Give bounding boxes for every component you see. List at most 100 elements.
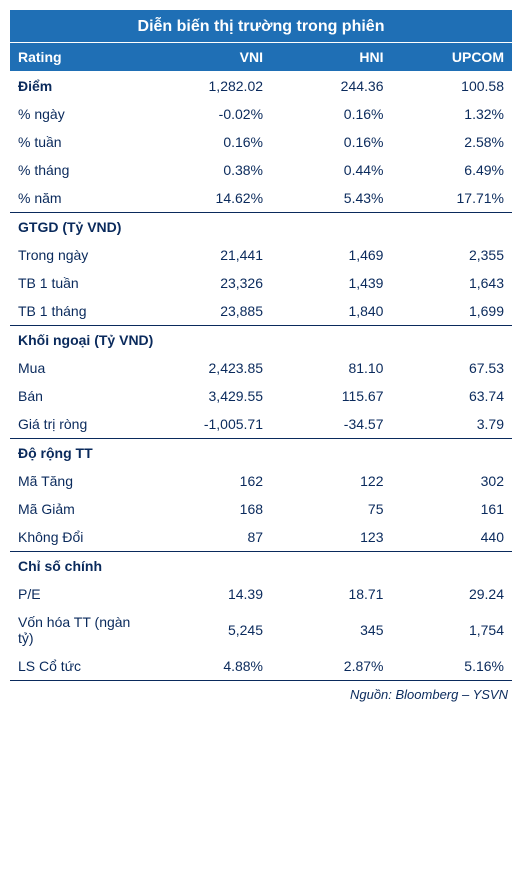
cell-value: 21,441	[151, 241, 271, 269]
cell-value: 122	[271, 467, 391, 495]
section-header-breadth: Độ rộng TT	[10, 439, 512, 468]
row-label: P/E	[10, 580, 151, 608]
cell-value: 2.58%	[391, 128, 512, 156]
table-row: Không Đổi 87 123 440	[10, 523, 512, 552]
table-row: TB 1 tuần 23,326 1,439 1,643	[10, 269, 512, 297]
cell-value: 345	[271, 608, 391, 652]
cell-value: 6.49%	[391, 156, 512, 184]
cell-value: 14.62%	[151, 184, 271, 213]
market-performance-table: Diễn biến thị trường trong phiên Rating …	[10, 10, 512, 681]
table-row: Trong ngày 21,441 1,469 2,355	[10, 241, 512, 269]
header-rating: Rating	[10, 43, 151, 72]
cell-value: -0.02%	[151, 100, 271, 128]
cell-value: 29.24	[391, 580, 512, 608]
cell-value: 3.79	[391, 410, 512, 439]
cell-value: -34.57	[271, 410, 391, 439]
cell-value: 14.39	[151, 580, 271, 608]
section-title: GTGD (Tỷ VND)	[10, 213, 512, 242]
cell-value: 4.88%	[151, 652, 271, 681]
table-row: P/E 14.39 18.71 29.24	[10, 580, 512, 608]
cell-value: 23,326	[151, 269, 271, 297]
cell-value: 123	[271, 523, 391, 552]
cell-value: 1,699	[391, 297, 512, 326]
row-label: % năm	[10, 184, 151, 213]
cell-value: 3,429.55	[151, 382, 271, 410]
table-row: Giá trị ròng -1,005.71 -34.57 3.79	[10, 410, 512, 439]
cell-value: 2.87%	[271, 652, 391, 681]
cell-value: 168	[151, 495, 271, 523]
cell-value: 18.71	[271, 580, 391, 608]
cell-value: 100.58	[391, 72, 512, 101]
cell-value: 5.43%	[271, 184, 391, 213]
cell-value: 2,355	[391, 241, 512, 269]
row-label: LS Cổ tức	[10, 652, 151, 681]
cell-value: 0.16%	[271, 128, 391, 156]
table-row: Vốn hóa TT (ngàn tỷ) 5,245 345 1,754	[10, 608, 512, 652]
row-label: TB 1 tháng	[10, 297, 151, 326]
row-label: % tuần	[10, 128, 151, 156]
cell-value: 161	[391, 495, 512, 523]
row-label: Giá trị ròng	[10, 410, 151, 439]
cell-value: 1.32%	[391, 100, 512, 128]
source-text: Nguồn: Bloomberg – YSVN	[10, 681, 512, 702]
table-row: % ngày -0.02% 0.16% 1.32%	[10, 100, 512, 128]
cell-value: 63.74	[391, 382, 512, 410]
cell-value: 162	[151, 467, 271, 495]
cell-value: 115.67	[271, 382, 391, 410]
cell-value: 1,754	[391, 608, 512, 652]
table-row: % năm 14.62% 5.43% 17.71%	[10, 184, 512, 213]
row-label: TB 1 tuần	[10, 269, 151, 297]
table-row: Điểm 1,282.02 244.36 100.58	[10, 72, 512, 101]
table-row: % tháng 0.38% 0.44% 6.49%	[10, 156, 512, 184]
row-label: Không Đổi	[10, 523, 151, 552]
cell-value: 0.44%	[271, 156, 391, 184]
cell-value: 0.38%	[151, 156, 271, 184]
section-title: Khối ngoại (Tỷ VND)	[10, 326, 512, 355]
cell-value: 23,885	[151, 297, 271, 326]
cell-value: 0.16%	[151, 128, 271, 156]
table-row: LS Cổ tức 4.88% 2.87% 5.16%	[10, 652, 512, 681]
table-row: Mua 2,423.85 81.10 67.53	[10, 354, 512, 382]
cell-value: 1,840	[271, 297, 391, 326]
row-label: Điểm	[10, 72, 151, 101]
cell-value: 1,469	[271, 241, 391, 269]
cell-value: -1,005.71	[151, 410, 271, 439]
cell-value: 87	[151, 523, 271, 552]
header-vni: VNI	[151, 43, 271, 72]
cell-value: 0.16%	[271, 100, 391, 128]
section-header-gtgd: GTGD (Tỷ VND)	[10, 213, 512, 242]
table-row: Bán 3,429.55 115.67 63.74	[10, 382, 512, 410]
table-row: Mã Tăng 162 122 302	[10, 467, 512, 495]
row-label: Mua	[10, 354, 151, 382]
table-title: Diễn biến thị trường trong phiên	[10, 11, 512, 43]
cell-value: 440	[391, 523, 512, 552]
row-label: % ngày	[10, 100, 151, 128]
section-header-foreign: Khối ngoại (Tỷ VND)	[10, 326, 512, 355]
row-label: Mã Giảm	[10, 495, 151, 523]
section-title: Chỉ số chính	[10, 552, 512, 581]
cell-value: 1,439	[271, 269, 391, 297]
header-hni: HNI	[271, 43, 391, 72]
cell-value: 5.16%	[391, 652, 512, 681]
cell-value: 1,282.02	[151, 72, 271, 101]
table-row: TB 1 tháng 23,885 1,840 1,699	[10, 297, 512, 326]
section-header-key-index: Chỉ số chính	[10, 552, 512, 581]
cell-value: 5,245	[151, 608, 271, 652]
cell-value: 302	[391, 467, 512, 495]
cell-value: 75	[271, 495, 391, 523]
cell-value: 67.53	[391, 354, 512, 382]
header-upcom: UPCOM	[391, 43, 512, 72]
cell-value: 81.10	[271, 354, 391, 382]
row-label: Bán	[10, 382, 151, 410]
table-title-row: Diễn biến thị trường trong phiên	[10, 11, 512, 43]
row-label: Mã Tăng	[10, 467, 151, 495]
row-label: % tháng	[10, 156, 151, 184]
row-label: Trong ngày	[10, 241, 151, 269]
table-row: % tuần 0.16% 0.16% 2.58%	[10, 128, 512, 156]
cell-value: 1,643	[391, 269, 512, 297]
cell-value: 17.71%	[391, 184, 512, 213]
row-label: Vốn hóa TT (ngàn tỷ)	[10, 608, 151, 652]
cell-value: 2,423.85	[151, 354, 271, 382]
section-title: Độ rộng TT	[10, 439, 512, 468]
cell-value: 244.36	[271, 72, 391, 101]
